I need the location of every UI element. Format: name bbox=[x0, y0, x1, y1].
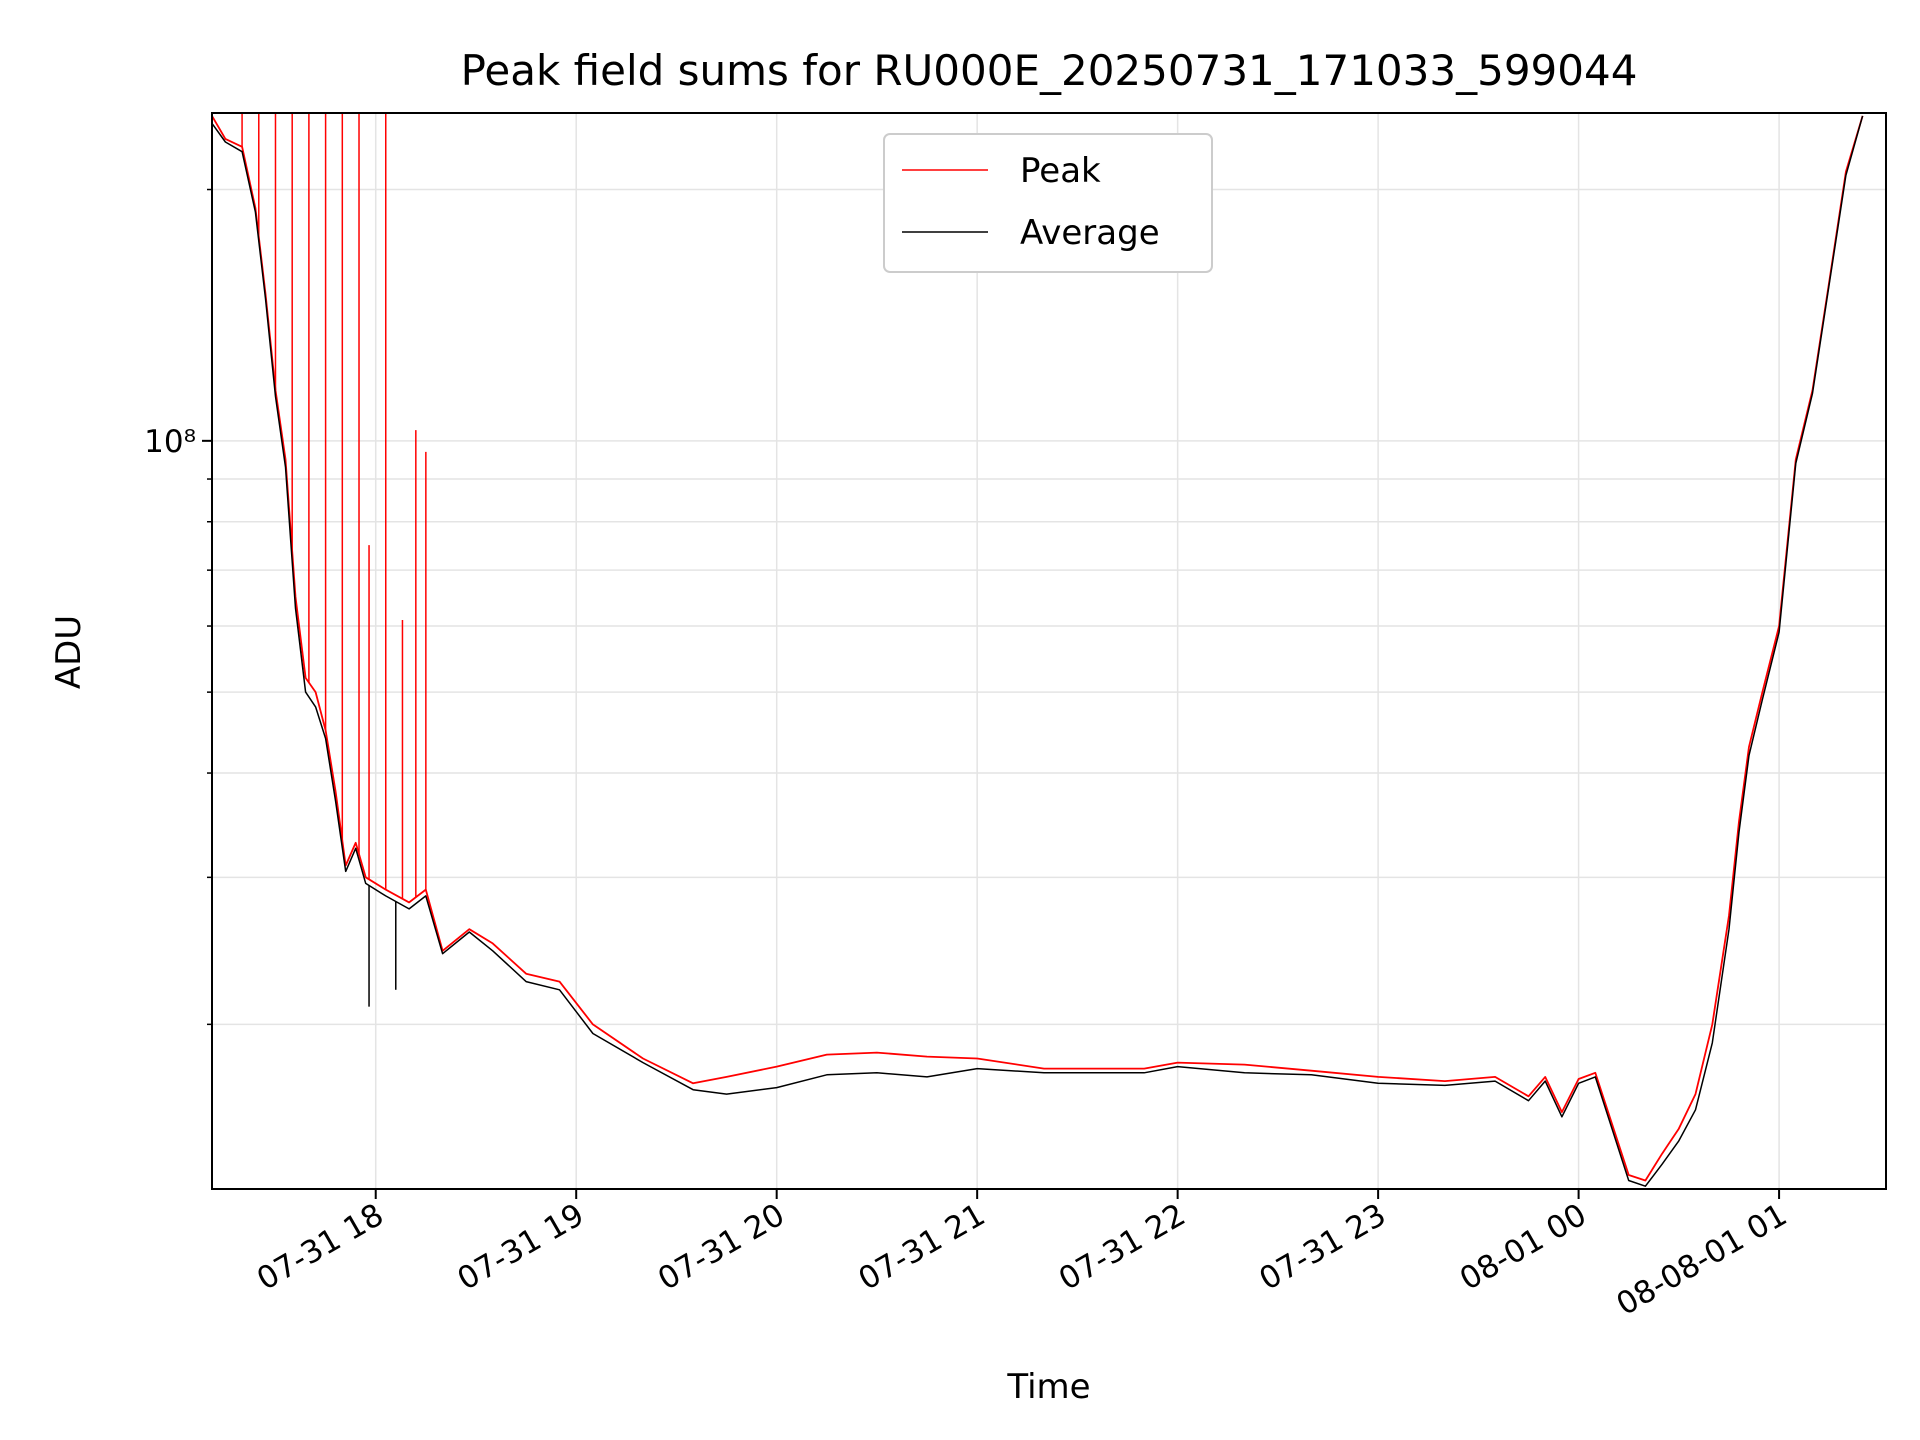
legend-box bbox=[883, 133, 1213, 273]
legend: Peak Average bbox=[883, 133, 1213, 273]
x-axis-label: Time bbox=[1006, 1367, 1090, 1407]
y-tick-label: 10⁸ bbox=[144, 424, 196, 460]
y-axis-label: ADU bbox=[49, 615, 89, 689]
series-line-average bbox=[211, 115, 1864, 1187]
grid bbox=[212, 113, 1886, 1189]
series-line-peak bbox=[211, 115, 1864, 1182]
y-axis: 10⁸ bbox=[144, 188, 212, 1026]
plot-area bbox=[211, 113, 1864, 1187]
legend-label-peak: Peak bbox=[1020, 151, 1101, 191]
plot-frame bbox=[211, 112, 1887, 1190]
chart-title: Peak field sums for RU000E_20250731_1710… bbox=[461, 46, 1638, 95]
legend-label-average: Average bbox=[1020, 213, 1160, 253]
